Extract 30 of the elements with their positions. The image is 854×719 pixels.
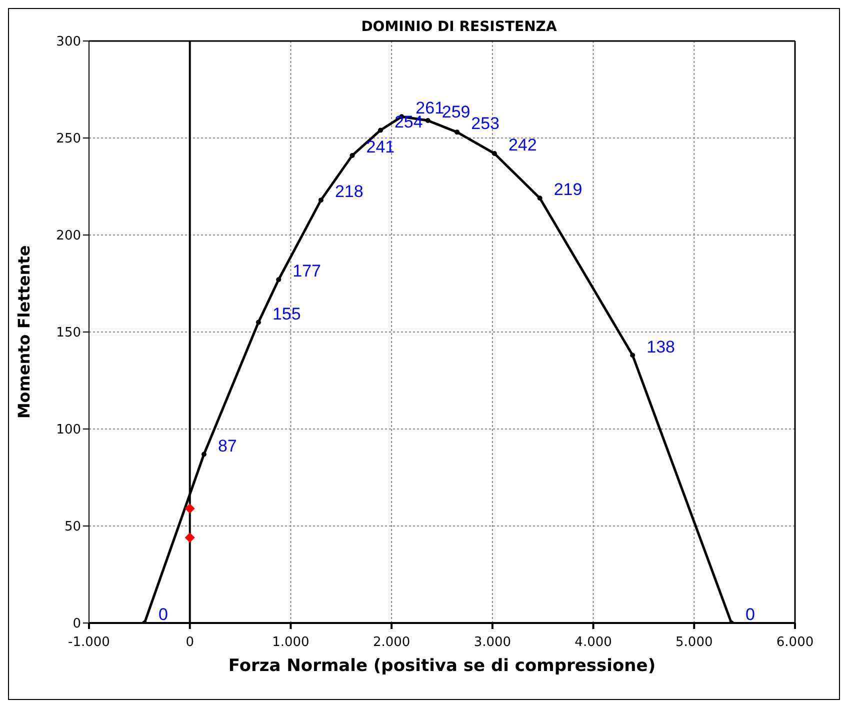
data-label: 259 <box>442 102 470 122</box>
x-tick-label: 1.000 <box>272 635 310 650</box>
x-tick-label: 3.000 <box>474 635 512 650</box>
x-tick-label: 2.000 <box>372 635 410 650</box>
y-tick-label: 250 <box>56 132 81 147</box>
data-label: 138 <box>646 337 675 356</box>
data-label: 241 <box>366 137 395 156</box>
chart-title: DOMINIO DI RESISTENZA <box>360 19 558 35</box>
data-label: 219 <box>554 180 582 200</box>
data-label: 242 <box>508 136 537 155</box>
data-label: 155 <box>272 304 301 324</box>
x-tick-label: -1.000 <box>68 635 110 650</box>
y-tick-label: 150 <box>56 326 81 341</box>
y-tick-label: 100 <box>56 422 81 438</box>
data-label: 253 <box>471 114 500 134</box>
x-tick-label: 4.000 <box>574 635 612 650</box>
y-axis-title: Momento Flettente <box>14 245 34 419</box>
y-tick-label: 200 <box>56 228 81 244</box>
y-tick-label: 300 <box>56 34 81 50</box>
data-label: 0 <box>158 605 168 624</box>
data-label: 177 <box>292 262 321 281</box>
x-tick-label: 6.000 <box>776 635 814 650</box>
x-axis-title: Forza Normale (positiva se di compressione) <box>228 656 656 676</box>
data-label: 218 <box>334 182 364 202</box>
data-label: 0 <box>745 605 755 624</box>
x-tick-label: 0 <box>186 635 194 650</box>
y-tick-label: 50 <box>64 520 81 535</box>
data-label: 87 <box>218 436 237 456</box>
x-tick-label: 5.000 <box>676 635 713 650</box>
y-tick-label: 0 <box>72 616 81 632</box>
